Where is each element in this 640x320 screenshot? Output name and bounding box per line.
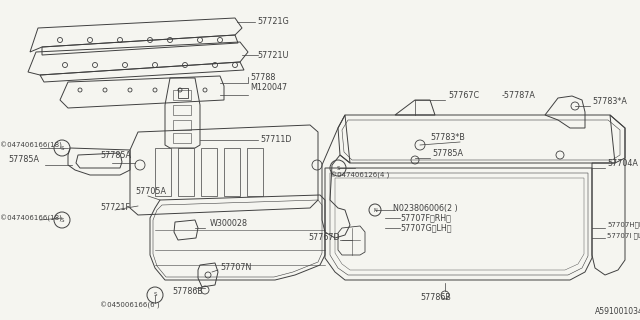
Text: S: S xyxy=(336,165,340,171)
Bar xyxy=(173,133,191,143)
Text: S: S xyxy=(60,146,64,150)
Text: 57707H〈RH〉: 57707H〈RH〉 xyxy=(607,222,640,228)
Bar xyxy=(247,148,263,196)
Text: 57788: 57788 xyxy=(250,73,275,82)
Text: 57785A: 57785A xyxy=(100,150,131,159)
Bar xyxy=(155,148,171,196)
Text: 57707I 〈LH〉: 57707I 〈LH〉 xyxy=(607,233,640,239)
Bar xyxy=(173,90,191,100)
Text: S: S xyxy=(153,292,157,298)
Text: ©047406166(18): ©047406166(18) xyxy=(0,214,62,221)
Bar xyxy=(178,88,188,98)
Text: 57767D: 57767D xyxy=(308,233,340,242)
Text: 57785A: 57785A xyxy=(8,156,39,164)
Text: M120047: M120047 xyxy=(250,84,287,92)
Text: ©047406126(4 ): ©047406126(4 ) xyxy=(330,172,389,179)
Text: 57767C: 57767C xyxy=(448,92,479,100)
Text: W300028: W300028 xyxy=(210,220,248,228)
Bar xyxy=(178,148,194,196)
Text: N: N xyxy=(373,207,377,212)
Text: 57707F〈RH〉: 57707F〈RH〉 xyxy=(400,213,451,222)
Bar xyxy=(201,148,217,196)
Text: A591001034: A591001034 xyxy=(595,308,640,316)
Text: 57707N: 57707N xyxy=(220,263,252,273)
Bar xyxy=(173,105,191,115)
Text: 57786B: 57786B xyxy=(420,293,451,302)
Text: ©047406166(18): ©047406166(18) xyxy=(0,141,62,148)
Text: 57721F: 57721F xyxy=(100,204,130,212)
Text: S: S xyxy=(60,218,64,222)
Text: 57721G: 57721G xyxy=(257,18,289,27)
Text: 57786B: 57786B xyxy=(172,287,203,297)
Text: 57785A: 57785A xyxy=(432,149,463,158)
Bar xyxy=(224,148,240,196)
Text: -57787A: -57787A xyxy=(502,92,536,100)
Text: 57704A: 57704A xyxy=(607,158,638,167)
Text: 57783*A: 57783*A xyxy=(592,97,627,106)
Text: ©045006166(6 ): ©045006166(6 ) xyxy=(100,301,159,308)
Text: 57783*B: 57783*B xyxy=(430,133,465,142)
Text: 57707G〈LH〉: 57707G〈LH〉 xyxy=(400,223,451,233)
Bar xyxy=(173,120,191,130)
Text: 57711D: 57711D xyxy=(260,135,291,145)
Text: 57705A: 57705A xyxy=(135,188,166,196)
Text: 57721U: 57721U xyxy=(257,51,289,60)
Text: N023806006(2 ): N023806006(2 ) xyxy=(393,204,458,212)
